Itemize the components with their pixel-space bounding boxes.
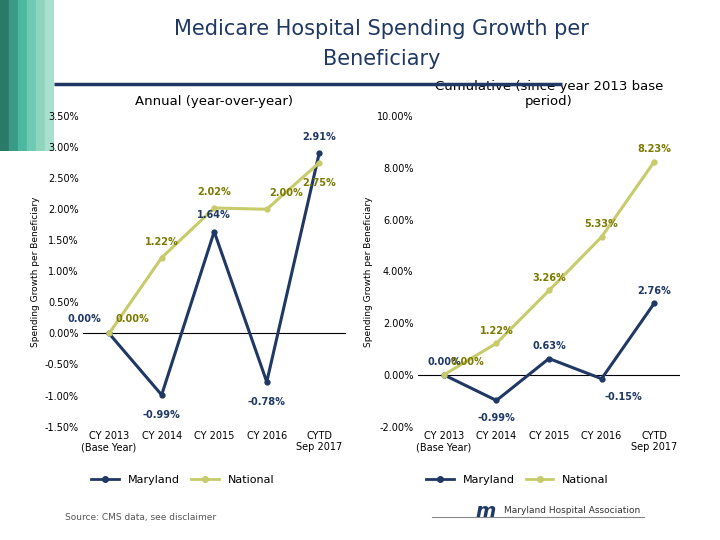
Text: Medicare Hospital Spending Growth per: Medicare Hospital Spending Growth per — [174, 19, 589, 39]
Text: 1.22%: 1.22% — [480, 326, 513, 335]
Legend: Maryland, National: Maryland, National — [86, 470, 279, 489]
Bar — [18, 0, 27, 151]
Y-axis label: Spending Growth per Beneficiary: Spending Growth per Beneficiary — [32, 196, 40, 347]
Bar — [27, 0, 36, 151]
Text: 0.63%: 0.63% — [532, 341, 566, 351]
Text: -0.99%: -0.99% — [143, 410, 181, 421]
Text: 5.33%: 5.33% — [585, 219, 618, 229]
Legend: Maryland, National: Maryland, National — [421, 470, 613, 489]
Y-axis label: Spending Growth per Beneficiary: Spending Growth per Beneficiary — [364, 196, 373, 347]
Bar — [0, 0, 9, 151]
Text: 8.23%: 8.23% — [637, 144, 671, 154]
Text: 0.00%: 0.00% — [68, 314, 102, 324]
Text: 3.26%: 3.26% — [532, 273, 566, 283]
Text: 0.00%: 0.00% — [115, 314, 149, 324]
Bar — [9, 0, 18, 151]
Text: 0.00%: 0.00% — [450, 357, 484, 367]
Text: Beneficiary: Beneficiary — [323, 49, 441, 69]
Text: 1.64%: 1.64% — [197, 211, 231, 220]
Text: 2.75%: 2.75% — [302, 178, 336, 188]
Text: 41: 41 — [655, 510, 676, 524]
Text: m: m — [476, 502, 496, 521]
Text: 2.76%: 2.76% — [637, 286, 671, 296]
Text: 2.02%: 2.02% — [197, 187, 231, 197]
Text: -0.15%: -0.15% — [604, 392, 642, 402]
Text: 1.22%: 1.22% — [145, 237, 179, 246]
Bar — [45, 0, 54, 151]
Text: 2.91%: 2.91% — [302, 132, 336, 141]
Text: 2.00%: 2.00% — [269, 188, 303, 198]
Text: Source: CMS data, see disclaimer: Source: CMS data, see disclaimer — [65, 513, 216, 522]
Text: Maryland Hospital Association: Maryland Hospital Association — [504, 506, 640, 515]
Title: Annual (year-over-year): Annual (year-over-year) — [135, 95, 293, 108]
Text: -0.99%: -0.99% — [477, 414, 516, 423]
Text: 0.00%: 0.00% — [427, 357, 461, 367]
Text: -0.78%: -0.78% — [248, 397, 286, 407]
Title: Cumulative (since year 2013 base
period): Cumulative (since year 2013 base period) — [435, 80, 663, 108]
Bar — [36, 0, 45, 151]
